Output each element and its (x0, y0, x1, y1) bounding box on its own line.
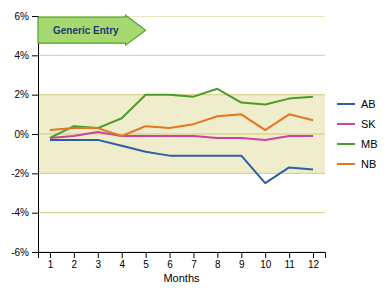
legend-label: SK (361, 118, 376, 130)
x-tick: 6 (167, 252, 173, 270)
tick-mark (32, 55, 38, 56)
shaded-band (38, 95, 325, 174)
plot: 123456789101112-6%-4%-2%0%2%4%6%MonthsGe… (11, 11, 325, 284)
y-tick: -2% (11, 168, 38, 179)
x-tick: 2 (72, 252, 78, 270)
tick-mark (32, 16, 38, 17)
x-axis: 123456789101112 (39, 252, 326, 270)
tick-label: 8 (215, 259, 221, 270)
series-line (50, 140, 313, 183)
tick-label: 3 (96, 259, 102, 270)
y-tick: 6% (15, 11, 38, 22)
x-axis-label: Months (163, 272, 200, 284)
tick-mark (146, 252, 147, 258)
tick-label: 10 (260, 259, 272, 270)
legend-swatch (337, 123, 355, 125)
tick-mark (32, 173, 38, 174)
tick-label: 0% (15, 129, 30, 140)
y-tick: -4% (11, 207, 38, 218)
tick-mark (74, 252, 75, 258)
tick-mark (32, 95, 38, 96)
legend-swatch (337, 143, 355, 145)
tick-label: 9 (239, 259, 245, 270)
series-line (50, 89, 313, 138)
tick-label: 6 (167, 259, 173, 270)
legend-swatch (337, 163, 355, 165)
tick-label: 6% (15, 11, 30, 22)
x-tick: 9 (239, 252, 245, 270)
tick-mark (50, 252, 51, 258)
y-axis: -6% -4% -2% 0% 2% 4% 6% (11, 11, 38, 258)
grid-line (38, 55, 325, 56)
tick-mark (289, 252, 290, 258)
x-tick: 1 (48, 252, 54, 270)
legend-entry: SK (337, 118, 376, 130)
x-tick: 10 (260, 252, 272, 270)
tick-label: 4 (119, 259, 125, 270)
y-tick: 0% (15, 129, 38, 140)
legend-label: AB (361, 98, 376, 110)
y-tick: 2% (15, 89, 38, 100)
tick-mark (217, 252, 218, 258)
tick-label: -2% (11, 168, 29, 179)
tick-label: 12 (308, 259, 320, 270)
x-tick: 4 (119, 252, 125, 270)
tick-label: 5 (143, 259, 149, 270)
x-tick: 8 (215, 252, 221, 270)
grid (38, 16, 325, 252)
tick-mark (313, 252, 314, 258)
tick-mark (170, 252, 171, 258)
x-tick: 12 (308, 252, 320, 270)
tick-label: 7 (191, 259, 197, 270)
legend-entry: NB (337, 158, 376, 170)
tick-mark (122, 252, 123, 258)
tick-mark (32, 252, 38, 253)
axis-line (32, 17, 39, 253)
series-line (50, 114, 313, 136)
tick-label: -6% (11, 247, 29, 258)
grid-line (38, 252, 325, 253)
annotation: Generic Entry (38, 15, 146, 45)
annotation-text: Generic Entry (53, 25, 119, 36)
x-tick: 5 (143, 252, 149, 270)
y-tick: -6% (11, 247, 38, 258)
legend: AB SK MB NB (337, 98, 378, 170)
legend-swatch (337, 103, 355, 105)
legend-label: NB (361, 158, 376, 170)
tick-mark (241, 252, 242, 258)
x-tick: 3 (96, 252, 102, 270)
annotation-arrow (38, 15, 146, 45)
grid-line (38, 212, 325, 213)
legend-entry: MB (337, 138, 378, 150)
tick-label: 11 (284, 259, 295, 270)
marks (38, 16, 325, 252)
tick-label: -4% (11, 207, 29, 218)
tick-label: 2 (72, 259, 78, 270)
tick-mark (98, 252, 99, 258)
legend-entry: AB (337, 98, 376, 110)
series-line (50, 132, 313, 140)
legend-label: MB (361, 138, 378, 150)
chart: 123456789101112-6%-4%-2%0%2%4%6%MonthsGe… (0, 0, 387, 288)
x-tick: 7 (191, 252, 197, 270)
tick-mark (32, 134, 38, 135)
axis-line (39, 253, 326, 259)
y-tick: 4% (15, 50, 38, 61)
tick-label: 1 (48, 259, 54, 270)
tick-label: 2% (15, 89, 30, 100)
tick-label: 4% (15, 50, 30, 61)
tick-mark (265, 252, 266, 258)
x-tick: 11 (284, 252, 295, 270)
tick-mark (193, 252, 194, 258)
tick-mark (32, 213, 38, 214)
grid-line (38, 16, 325, 17)
